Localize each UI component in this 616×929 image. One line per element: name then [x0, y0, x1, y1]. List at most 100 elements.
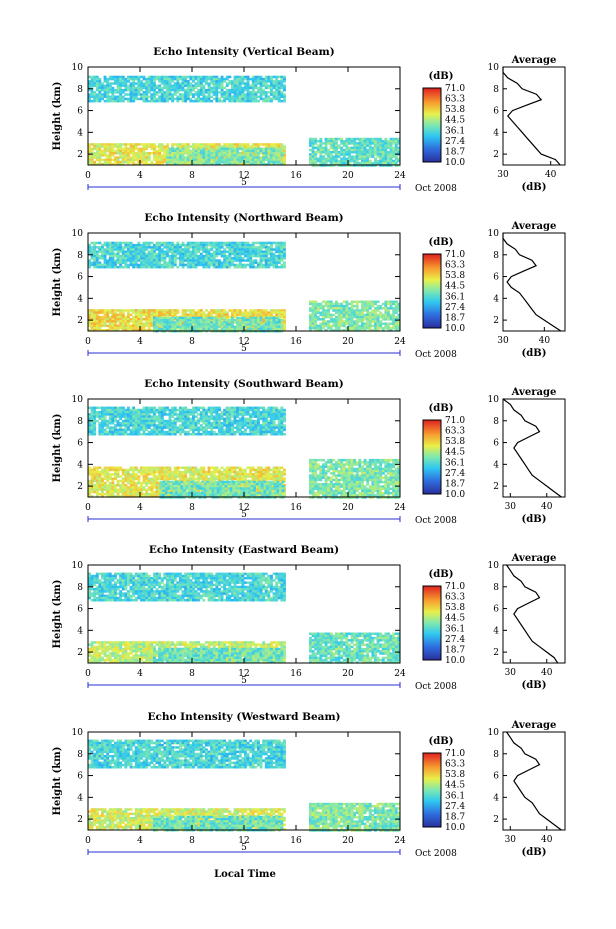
echo-cell — [140, 433, 143, 436]
echo-cell — [233, 88, 237, 92]
echo-cell — [394, 159, 398, 163]
echo-cell — [225, 152, 229, 155]
echo-cell — [228, 243, 232, 247]
echo-cell — [335, 137, 338, 141]
echo-cell — [181, 327, 185, 331]
echo-cell — [129, 160, 133, 164]
echo-cell — [88, 152, 91, 155]
echo-cell — [340, 137, 344, 141]
echo-cell — [340, 146, 344, 150]
echo-cell — [270, 156, 273, 159]
echo-cell — [124, 154, 128, 157]
echo-cell — [379, 142, 383, 145]
echo-cell — [249, 99, 253, 103]
echo-cell — [158, 149, 162, 153]
echo-cell — [233, 154, 237, 157]
echo-cell — [163, 145, 167, 148]
echo-cell — [280, 80, 284, 83]
echo-cell — [142, 97, 146, 101]
echo-cell — [101, 415, 104, 418]
echo-cell — [186, 325, 190, 329]
echo-cell — [280, 93, 284, 96]
echo-cell — [225, 82, 229, 85]
echo-cell — [181, 261, 185, 264]
echo-cell — [93, 163, 97, 166]
echo-cell — [168, 323, 172, 326]
echo-cell — [101, 263, 104, 267]
echo-cell — [163, 309, 167, 312]
echo-cell — [277, 75, 281, 79]
echo-cell — [132, 75, 136, 79]
echo-cell — [93, 241, 97, 245]
echo-cell — [121, 80, 125, 83]
echo-cell — [254, 158, 258, 162]
echo-cell — [238, 241, 242, 245]
echo-cell — [145, 309, 149, 312]
echo-cell — [264, 80, 268, 83]
echo-cell — [272, 309, 276, 312]
echo-cell — [264, 154, 268, 157]
echo-cell — [197, 152, 201, 155]
echo-cell — [160, 319, 164, 322]
echo-cell — [166, 323, 169, 326]
echo-cell — [168, 86, 172, 90]
echo-cell — [254, 248, 258, 251]
echo-cell — [389, 157, 393, 161]
echo-cell — [241, 82, 245, 85]
echo-cell — [205, 321, 208, 324]
echo-cell — [202, 321, 206, 324]
echo-cell — [119, 77, 123, 81]
echo-cell — [314, 313, 318, 317]
echo-cell — [111, 86, 115, 90]
echo-cell — [311, 157, 315, 161]
echo-cell — [392, 326, 396, 330]
echo-cell — [192, 156, 195, 159]
echo-cell — [88, 261, 91, 264]
echo-cell — [353, 140, 357, 143]
echo-cell — [127, 419, 130, 423]
echo-cell — [316, 307, 320, 310]
echo-cell — [119, 93, 123, 96]
avg-y-tick-label: 10 — [488, 63, 500, 73]
echo-cell — [184, 91, 188, 94]
echo-cell — [88, 263, 91, 267]
echo-cell — [361, 320, 364, 323]
average-frame — [502, 232, 566, 332]
echo-cell — [95, 419, 99, 423]
echo-cell — [257, 95, 260, 98]
echo-cell — [381, 148, 385, 152]
echo-cell — [116, 326, 120, 330]
echo-cell — [147, 417, 151, 421]
echo-cell — [246, 95, 250, 98]
echo-cell — [244, 263, 247, 267]
echo-cell — [267, 261, 271, 264]
echo-cell — [160, 80, 164, 83]
echo-cell — [194, 241, 198, 245]
echo-cell — [134, 265, 138, 269]
echo-cell — [249, 313, 253, 317]
echo-cell — [150, 263, 154, 267]
echo-cell — [142, 428, 146, 432]
echo-cell — [314, 153, 318, 156]
echo-cell — [140, 82, 143, 85]
echo-cell — [181, 417, 185, 421]
echo-cell — [189, 417, 193, 421]
echo-cell — [160, 311, 164, 314]
echo-cell — [197, 316, 201, 320]
echo-cell — [389, 307, 393, 310]
echo-cell — [223, 86, 227, 90]
echo-cell — [384, 300, 388, 303]
echo-cell — [186, 158, 190, 162]
echo-cell — [202, 163, 206, 166]
echo-cell — [140, 254, 143, 258]
echo-cell — [262, 257, 266, 260]
echo-cell — [160, 149, 164, 153]
echo-cell — [228, 254, 232, 258]
echo-cell — [259, 75, 263, 79]
echo-cell — [176, 426, 180, 429]
panel-0: Echo Intensity (Vertical Beam)246810Heig… — [52, 46, 566, 194]
echo-cell — [233, 254, 237, 258]
echo-cell — [371, 311, 375, 314]
echo-cell — [236, 265, 240, 269]
echo-cell — [121, 261, 125, 264]
